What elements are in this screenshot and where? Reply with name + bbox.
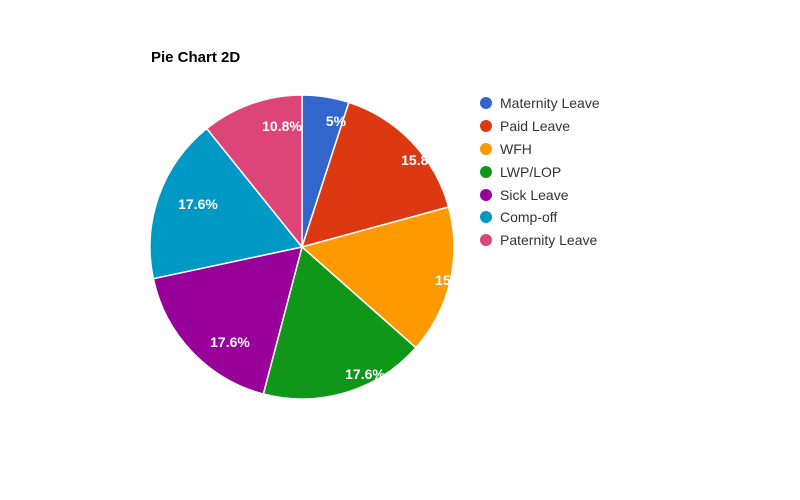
legend-item-label: Paternity Leave — [500, 232, 598, 249]
pie-slice-wfh[interactable] — [301, 206, 455, 349]
legend-item-label: Paid Leave — [500, 118, 571, 135]
pie-slice-sick-leave[interactable] — [152, 246, 303, 395]
legend-item-label: Comp-off — [500, 209, 558, 226]
legend-item-sick-leave: Sick Leave — [480, 183, 600, 206]
legend-item-wfh: WFH — [480, 138, 600, 161]
pie-slice-comp-off[interactable] — [149, 127, 303, 280]
slice-label-paid-leave: 15.8% — [401, 152, 441, 168]
pie-slice-paid-leave[interactable] — [301, 101, 450, 248]
slice-label-wfh: 15.8% — [435, 272, 475, 288]
slice-label-paternity-leave: 10.8% — [262, 118, 302, 134]
legend-item-label: Maternity Leave — [500, 95, 600, 112]
legend-item-paternity-leave: Paternity Leave — [480, 229, 600, 252]
legend: Maternity Leave Paid Leave WFH LWP/LOP Sick … — [480, 92, 600, 252]
legend-swatch-icon — [480, 120, 492, 133]
legend-swatch-icon — [480, 234, 492, 247]
slice-label-sick-leave: 17.6% — [210, 334, 250, 350]
legend-swatch-icon — [480, 188, 492, 201]
legend-item-label: LWP/LOP — [500, 163, 562, 180]
slice-label-maternity-leave: 5% — [326, 113, 347, 129]
legend-swatch-icon — [480, 97, 492, 110]
legend-item-comp-off: Comp-off — [480, 206, 600, 229]
legend-swatch-icon — [480, 165, 492, 178]
legend-item-paid-leave: Paid Leave — [480, 115, 600, 138]
legend-swatch-icon — [480, 211, 492, 224]
chart-title: Pie Chart 2D — [151, 49, 241, 66]
legend-swatch-icon — [480, 142, 492, 155]
slice-label-lwp-lop: 17.6% — [345, 366, 385, 382]
legend-item-label: WFH — [500, 140, 532, 157]
legend-item-label: Sick Leave — [500, 186, 569, 203]
legend-item-maternity-leave: Maternity Leave — [480, 92, 600, 115]
pie-slice-lwp-lop[interactable] — [262, 246, 417, 400]
pie-slice-paternity-leave[interactable] — [206, 94, 303, 248]
slice-label-comp-off: 17.6% — [178, 196, 218, 212]
legend-item-lwp-lop: LWP/LOP — [480, 160, 600, 183]
